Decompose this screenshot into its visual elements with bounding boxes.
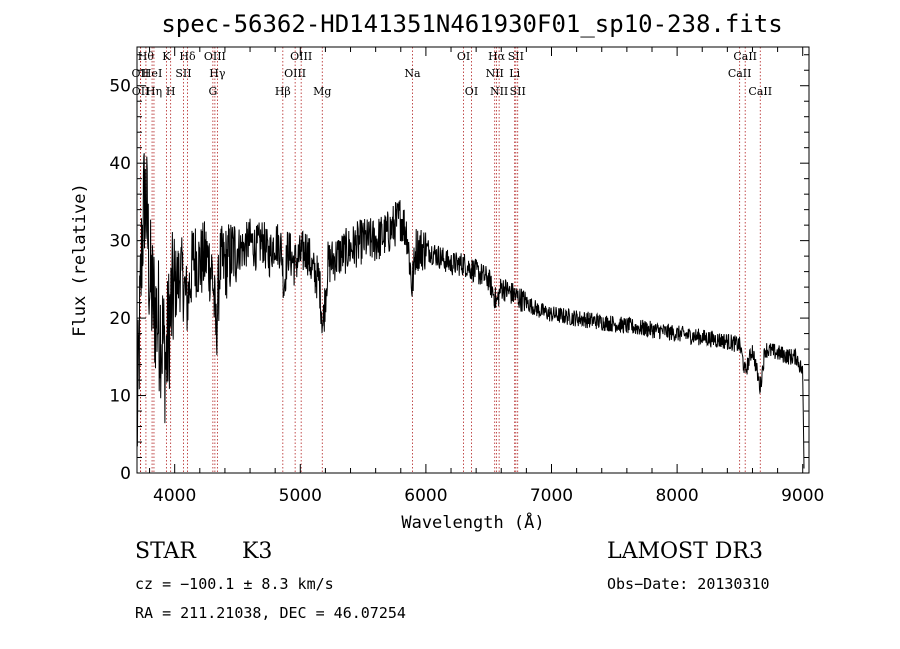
y-tick-label: 40: [109, 154, 131, 174]
emission-line-label: CaII: [748, 85, 772, 98]
x-tick-label: 9000: [781, 486, 824, 506]
chart-title: spec-56362-HD141351N461930F01_sp10-238.f…: [161, 10, 782, 38]
observation-date: Obs−Date: 20130310: [607, 575, 770, 593]
emission-line-label: OIII: [290, 50, 312, 63]
redshift-readout: cz = −100.1 ± 8.3 km/s: [135, 575, 334, 593]
x-tick-label: 4000: [153, 486, 196, 506]
emission-line-label: OIII: [204, 50, 226, 63]
x-tick-label: 5000: [279, 486, 322, 506]
y-axis-ticks: 0 10 20 30 40 50: [109, 54, 809, 484]
emission-line-label: HeI: [142, 67, 162, 80]
emission-lines: OII OII Hθ HeI Hη K SII H Hδ OIII Hγ G OIII OIII Hβ Mg N…: [132, 47, 772, 473]
emission-line-label: Li: [509, 67, 520, 80]
emission-line-label: SII: [510, 85, 526, 98]
spectrum-line: [136, 153, 805, 469]
emission-line-label: OII: [132, 67, 150, 80]
emission-line-label: Mg: [313, 85, 331, 98]
coordinates-readout: RA = 211.21038, DEC = 46.07254: [135, 604, 406, 622]
emission-line-label: Hα: [488, 50, 506, 63]
emission-line-label: Na: [404, 67, 421, 80]
emission-line-label: OIII: [284, 67, 306, 80]
x-axis-label: Wavelength (Å): [401, 511, 544, 533]
y-tick-label: 50: [109, 77, 131, 97]
emission-line-label: Hη: [146, 85, 162, 98]
emission-line-label: OI: [457, 50, 470, 63]
object-class: STAR: [135, 539, 196, 564]
emission-line-label: NII: [486, 67, 504, 80]
x-tick-label: 8000: [655, 486, 698, 506]
emission-line-label: K: [162, 50, 171, 63]
emission-line-label: Hδ: [179, 50, 196, 63]
y-tick-label: 10: [109, 387, 131, 407]
emission-line-label: SII: [508, 50, 524, 63]
emission-line-label: Hγ: [209, 67, 226, 80]
spectral-subclass: K3: [242, 539, 273, 564]
emission-line-label: Hθ: [138, 50, 155, 63]
plot-frame: [136, 46, 810, 474]
emission-line-label: G: [208, 85, 217, 98]
y-tick-label: 0: [120, 464, 131, 484]
emission-line-label: NII: [490, 85, 508, 98]
x-tick-label: 7000: [530, 486, 573, 506]
emission-line-label: Hβ: [275, 85, 291, 98]
y-tick-label: 20: [109, 309, 131, 329]
x-axis-ticks: 4000 5000 6000 7000 8000 9000: [149, 47, 824, 506]
emission-line-label: OII: [132, 85, 150, 98]
emission-line-label: H: [166, 85, 176, 98]
emission-line-label: SII: [175, 67, 191, 80]
emission-line-label: OI: [465, 85, 478, 98]
y-tick-label: 30: [109, 232, 131, 252]
spectrum-series: [136, 153, 805, 469]
emission-line-label: CaII: [733, 50, 757, 63]
y-axis-label: Flux (relative): [70, 183, 90, 337]
x-tick-label: 6000: [404, 486, 447, 506]
survey-name: LAMOST DR3: [607, 539, 763, 564]
emission-line-label: CaII: [728, 67, 752, 80]
